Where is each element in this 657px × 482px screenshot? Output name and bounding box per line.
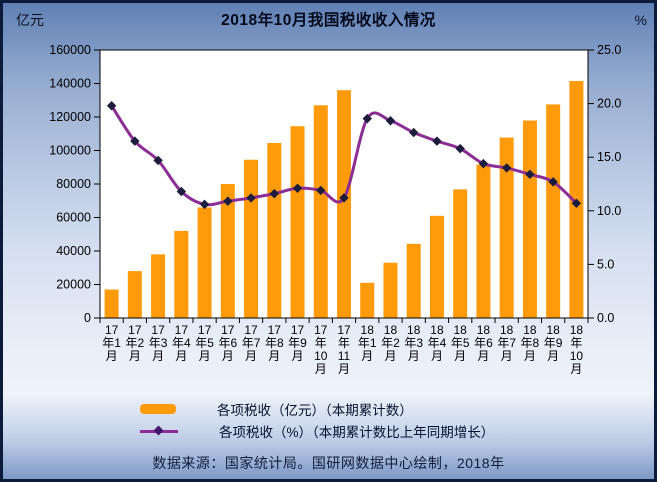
bar: [546, 104, 561, 318]
legend-item-growth-rate: 各项税收（%）（本期累计数比上年同期增长）: [140, 420, 494, 442]
left-axis-unit-label: 亿元: [16, 12, 44, 28]
right-axis-tick-label: 20.0: [597, 97, 621, 111]
bar: [453, 189, 468, 318]
x-axis-tick-label: 17 年8 月: [265, 323, 284, 363]
data-point-marker: [571, 198, 582, 209]
bar: [104, 289, 119, 318]
x-axis-tick-label: 17 年 11 月: [337, 323, 351, 376]
data-point-marker: [130, 136, 140, 146]
data-point-marker: [316, 185, 326, 196]
data-point-marker: [176, 186, 187, 197]
bar: [127, 271, 142, 318]
data-point-marker: [246, 193, 256, 203]
data-point-marker: [525, 169, 535, 180]
bar: [220, 184, 235, 318]
data-source-note: 数据来源：国家统计局。国研网数据中心绘制，2018年: [152, 455, 505, 471]
bar-series-swatch: [140, 404, 176, 414]
data-point-marker: [153, 155, 163, 166]
x-axis-tick-label: 18 年 10 月: [570, 323, 584, 376]
bar: [499, 137, 514, 318]
x-axis-tick-label: 17 年5 月: [195, 323, 214, 363]
y-axis-tick-label: 20000: [56, 278, 91, 292]
data-point-marker: [199, 199, 210, 210]
bar: [244, 159, 259, 318]
x-axis-tick-label: 18 年9 月: [544, 323, 563, 363]
y-axis-tick-label: 80000: [56, 177, 91, 191]
x-axis-tick-label: 18 年8 月: [521, 323, 540, 363]
data-point-marker: [432, 136, 442, 146]
legend-label-growth-rate: 各项税收（%）（本期累计数比上年同期增长）: [219, 425, 495, 440]
bar: [151, 254, 166, 318]
plot-area: 0 20000 40000 60000 80000 100000 120000 140000 1…: [49, 43, 621, 376]
data-point-marker: [106, 101, 117, 111]
y-axis-tick-label: 40000: [56, 244, 91, 258]
x-axis-tick-label: 18 年3 月: [404, 323, 423, 363]
x-axis-tick-label: 17 年 10 月: [314, 323, 328, 376]
data-point-marker: [362, 113, 372, 124]
line-series-swatch: [140, 425, 178, 437]
y-axis-tick-label: 0: [84, 311, 91, 325]
chart-title: 2018年10月我国税收收入情况: [221, 12, 436, 29]
right-axis-tick-label: 0.0: [597, 311, 614, 325]
right-axis-tick-label: 10.0: [597, 204, 621, 218]
y-axis-tick-label: 120000: [49, 110, 91, 124]
bar: [522, 120, 537, 318]
right-axis-tick-label: 15.0: [597, 150, 621, 164]
right-axis-tick-label: 25.0: [597, 43, 621, 57]
x-axis-tick-label: 18 年2 月: [381, 323, 400, 363]
x-axis-tick-label: 17 年7 月: [242, 323, 261, 363]
bar: [197, 207, 212, 318]
x-axis-tick-label: 17 年9 月: [288, 323, 307, 363]
bar: [360, 282, 375, 318]
legend-item-tax-amount: 各项税收（亿元）（本期累计数）: [140, 398, 494, 420]
data-point-marker: [455, 143, 465, 154]
bar: [267, 142, 282, 318]
bar: [313, 105, 328, 319]
x-axis-tick-label: 18 年5 月: [451, 323, 470, 363]
x-axis-tick-label: 17 年1 月: [102, 323, 121, 363]
bar: [174, 230, 189, 318]
data-point-marker: [409, 127, 419, 138]
data-point-marker: [478, 158, 489, 169]
x-axis-tick-label: 17 年2 月: [126, 323, 145, 363]
data-point-marker: [548, 177, 558, 187]
legend: 各项税收（亿元）（本期累计数） 各项税收（%）（本期累计数比上年同期增长）: [140, 398, 494, 442]
x-axis-tick-label: 18 年1 月: [358, 323, 377, 363]
data-point-marker: [501, 163, 512, 173]
x-axis-tick-label: 18 年4 月: [428, 323, 447, 363]
x-axis-tick-label: 18 年6 月: [474, 323, 493, 363]
diamond-marker-icon: [153, 425, 164, 436]
data-point-marker: [385, 116, 396, 126]
right-axis-unit-label: %: [634, 12, 647, 28]
plot-frame: [99, 49, 589, 319]
legend-label-tax-amount: 各项税收（亿元）（本期累计数）: [217, 403, 413, 418]
bar: [476, 164, 491, 318]
data-point-marker: [339, 193, 349, 203]
data-point-marker: [223, 196, 233, 206]
x-axis-tick-label: 17 年3 月: [149, 323, 168, 363]
y-axis-tick-label: 140000: [49, 77, 91, 91]
x-axis-tick-label: 17 年4 月: [172, 323, 191, 363]
x-axis-tick-label: 18 年7 月: [497, 323, 516, 363]
bar: [429, 215, 444, 318]
bar: [406, 243, 421, 318]
y-axis-tick-label: 160000: [49, 43, 91, 57]
y-axis-tick-label: 100000: [49, 144, 91, 158]
data-point-marker: [292, 183, 303, 193]
data-point-marker: [269, 188, 279, 199]
y-axis-tick-label: 60000: [56, 211, 91, 225]
x-axis-tick-label: 17 年6 月: [218, 323, 237, 363]
bar: [383, 262, 398, 318]
bar: [337, 90, 351, 318]
right-axis-tick-label: 5.0: [597, 257, 614, 271]
bar: [290, 126, 305, 319]
